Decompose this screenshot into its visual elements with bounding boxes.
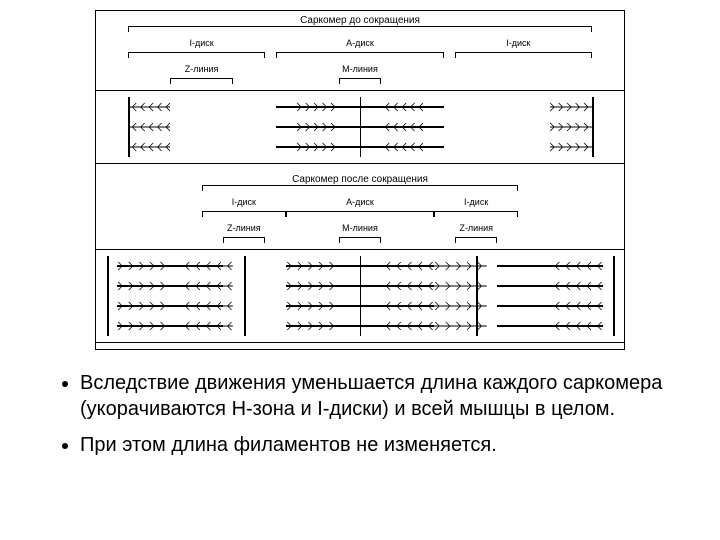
thin-filament-icon [180, 300, 233, 312]
thin-filament-icon [434, 260, 487, 272]
thin-filament-icon [128, 141, 170, 153]
bullet-item: При этом длина филаментов не изменяется. [80, 432, 690, 458]
thin-filament-icon [180, 280, 233, 292]
line-label: M-линия [342, 64, 378, 74]
thin-filament-icon [128, 101, 170, 113]
panel-after: Саркомер после сокращения I-диск A-диск I-… [96, 170, 624, 343]
thin-filament-icon [381, 300, 434, 312]
thin-filament-icon [381, 260, 434, 272]
filament-row [96, 296, 624, 316]
thin-filament-icon [286, 320, 339, 332]
filament-row [96, 276, 624, 296]
panel1-title: Саркомер до сокращения [300, 15, 420, 26]
thin-filament-icon [117, 260, 170, 272]
line-label: M-линия [342, 223, 378, 233]
thin-filament-icon [550, 320, 603, 332]
thin-filament-icon [297, 121, 339, 133]
thin-filament-icon [381, 320, 434, 332]
disc-label: I-диск [464, 197, 488, 207]
thin-filament-icon [550, 101, 592, 113]
bullet-item: Вследствие движения уменьшается длина ка… [80, 370, 690, 422]
thin-filament-icon [381, 280, 434, 292]
filament-row [96, 117, 624, 137]
disc-label: A-диск [346, 197, 374, 207]
disc-label: I-диск [189, 38, 213, 48]
thin-filament-icon [434, 300, 487, 312]
filament-row [96, 316, 624, 336]
filament-row [96, 137, 624, 157]
thin-filament-icon [128, 121, 170, 133]
thin-filament-icon [550, 141, 592, 153]
thin-filament-icon [286, 300, 339, 312]
bullet-list: Вследствие движения уменьшается длина ка… [30, 370, 690, 458]
filament-row [96, 97, 624, 117]
thin-filament-icon [286, 260, 339, 272]
thin-filament-icon [381, 101, 423, 113]
line-label: Z-линия [185, 64, 219, 74]
thin-filament-icon [381, 141, 423, 153]
thin-filament-icon [297, 101, 339, 113]
thin-filament-icon [550, 280, 603, 292]
disc-label: I-диск [232, 197, 256, 207]
thin-filament-icon [550, 300, 603, 312]
line-label: Z-линия [227, 223, 261, 233]
thin-filament-icon [434, 320, 487, 332]
thin-filament-icon [117, 300, 170, 312]
thin-filament-icon [550, 121, 592, 133]
thin-filament-icon [434, 280, 487, 292]
thin-filament-icon [550, 260, 603, 272]
sarcomere-diagram: Саркомер до сокращения I-диск A-диск I-дис… [95, 10, 625, 350]
panel2-title: Саркомер после сокращения [292, 174, 428, 185]
thin-filament-icon [180, 320, 233, 332]
thin-filament-icon [117, 280, 170, 292]
thin-filament-icon [297, 141, 339, 153]
thin-filament-icon [180, 260, 233, 272]
thin-filament-icon [117, 320, 170, 332]
disc-label: I-диск [506, 38, 530, 48]
disc-label: A-диск [346, 38, 374, 48]
line-label: Z-линия [459, 223, 493, 233]
panel-before: Саркомер до сокращения I-диск A-диск I-дис… [96, 11, 624, 164]
thin-filament-icon [286, 280, 339, 292]
thin-filament-icon [381, 121, 423, 133]
filament-row [96, 256, 624, 276]
